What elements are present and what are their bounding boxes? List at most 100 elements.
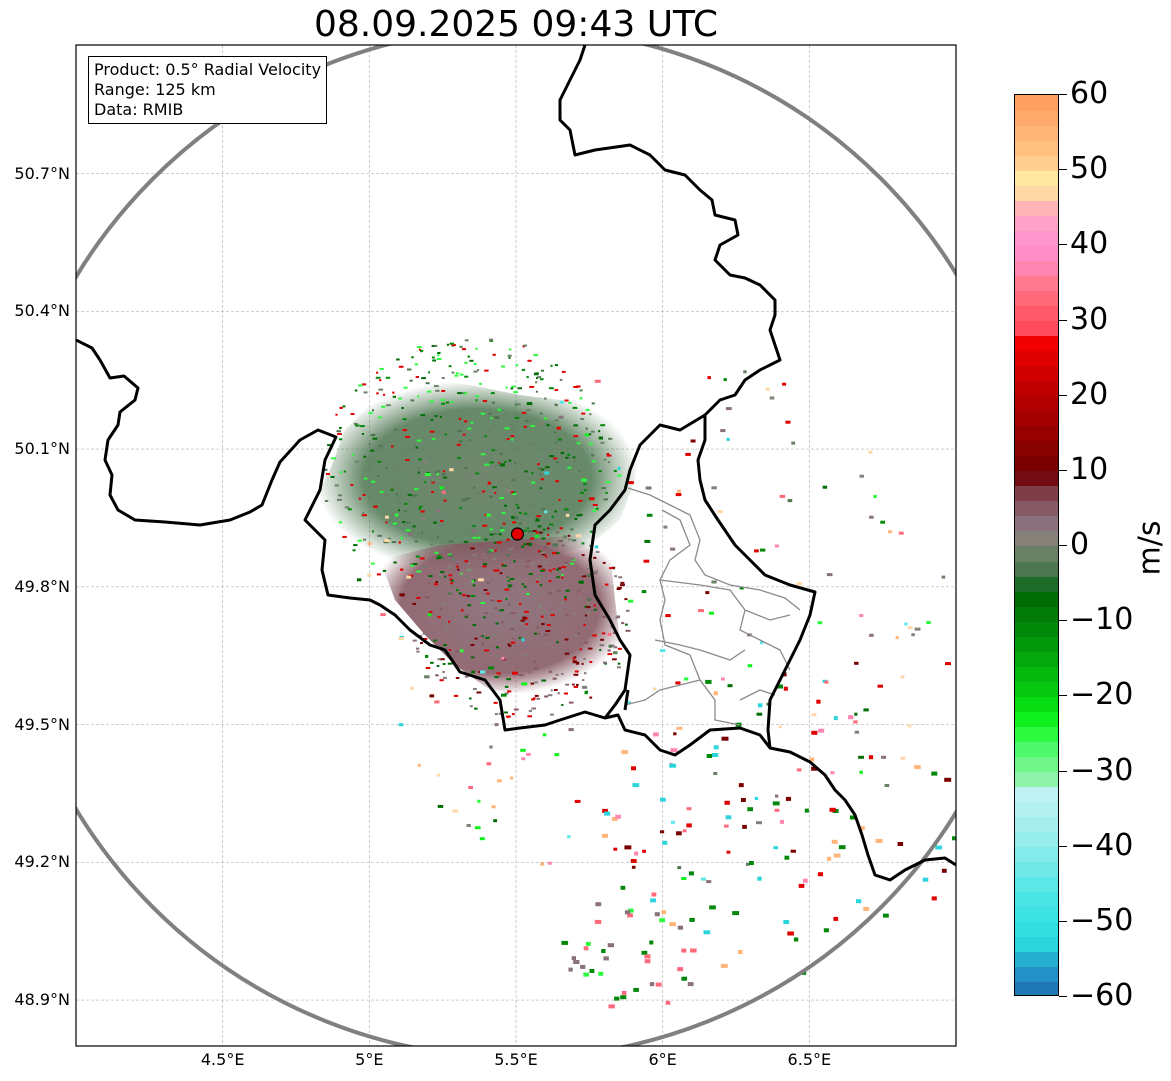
echo-speckle	[553, 431, 557, 434]
echo-speckle	[677, 866, 682, 870]
echo-speckle	[486, 428, 492, 431]
echo-speckle	[431, 356, 435, 359]
echo-speckle	[414, 540, 419, 543]
echo-speckle	[429, 400, 434, 403]
echo-speckle	[477, 536, 481, 539]
echo-speckle	[495, 646, 500, 649]
echo-speckle	[854, 661, 859, 665]
echo-speckle	[539, 531, 543, 534]
echo-speckle	[588, 442, 593, 445]
echo-speckle	[473, 688, 477, 690]
echo-speckle	[489, 528, 493, 531]
echo-speckle	[377, 460, 382, 463]
echo-speckle	[465, 614, 470, 617]
echo-speckle	[484, 538, 488, 541]
echo-speckle	[501, 409, 504, 411]
echo-speckle	[400, 536, 404, 539]
echo-speckle	[466, 575, 470, 578]
echo-speckle	[774, 544, 779, 548]
echo-speckle	[698, 609, 704, 613]
echo-speckle	[517, 387, 522, 390]
echo-speckle	[434, 470, 437, 473]
radar-site-marker[interactable]	[510, 527, 525, 541]
echo-speckle	[436, 536, 440, 539]
echo-speckle	[475, 472, 480, 475]
echo-speckle	[342, 405, 346, 408]
echo-speckle	[568, 401, 572, 404]
echo-speckle	[415, 446, 419, 449]
colorbar-segment	[1015, 440, 1058, 457]
echo-speckle	[665, 614, 671, 618]
echo-speckle	[541, 553, 546, 556]
echo-speckle	[327, 444, 333, 447]
echo-speckle	[600, 638, 605, 641]
echo-speckle	[631, 865, 636, 869]
echo-speckle	[576, 442, 581, 445]
echo-speckle	[382, 569, 387, 572]
echo-speckle	[401, 462, 406, 465]
echo-speckle	[646, 513, 653, 517]
echo-speckle	[463, 540, 469, 543]
echo-speckle	[536, 528, 539, 531]
echo-speckle	[554, 441, 557, 444]
echo-speckle	[367, 542, 372, 546]
echo-speckle	[705, 679, 712, 684]
lat-tick-label: 48.9°N	[14, 990, 70, 1010]
echo-speckle	[863, 708, 869, 712]
echo-speckle	[426, 596, 430, 599]
echo-speckle	[556, 461, 559, 464]
echo-speckle	[605, 491, 608, 494]
echo-speckle	[581, 685, 588, 689]
echo-speckle	[440, 399, 445, 401]
echo-speckle	[458, 417, 462, 420]
echo-speckle	[574, 799, 581, 803]
echo-speckle	[520, 619, 525, 622]
echo-speckle	[568, 538, 571, 541]
colorbar-segment	[1015, 95, 1058, 111]
echo-speckle	[689, 917, 695, 922]
echo-speckle	[549, 525, 552, 528]
echo-speckle	[436, 773, 440, 777]
echo-speckle	[505, 598, 508, 601]
echo-speckle	[417, 763, 421, 767]
echo-speckle	[443, 644, 447, 647]
echo-speckle	[557, 438, 562, 441]
echo-speckle	[526, 617, 529, 620]
echo-speckle	[572, 612, 576, 615]
echo-speckle	[578, 589, 581, 592]
echo-speckle	[547, 533, 550, 536]
echo-speckle	[434, 551, 439, 554]
echo-speckle	[706, 754, 713, 758]
colorbar-segment	[1015, 215, 1058, 231]
echo-speckle	[610, 625, 613, 628]
echo-speckle	[472, 584, 476, 587]
echo-speckle	[501, 621, 504, 624]
echo-speckle	[548, 670, 552, 673]
echo-speckle	[551, 503, 556, 506]
echo-speckle	[760, 641, 764, 645]
echo-speckle	[512, 492, 517, 495]
echo-speckle	[430, 418, 434, 421]
echo-speckle	[540, 478, 545, 481]
echo-speckle	[443, 499, 447, 502]
echo-speckle	[686, 807, 692, 811]
colorbar-segment	[1015, 290, 1058, 306]
echo-speckle	[337, 494, 343, 497]
echo-speckle	[539, 422, 544, 426]
echo-speckle	[627, 599, 634, 603]
echo-speckle	[705, 591, 710, 595]
echo-speckle	[416, 647, 420, 650]
echo-speckle	[671, 820, 675, 824]
echo-speckle	[497, 600, 502, 602]
echo-speckle	[545, 466, 550, 469]
echo-speckle	[588, 433, 592, 436]
echo-speckle	[520, 545, 525, 548]
echo-speckle	[494, 655, 498, 658]
echo-speckle	[653, 732, 659, 737]
echo-speckle	[527, 530, 533, 533]
colorbar-tick-mark	[1059, 169, 1067, 171]
echo-speckle	[392, 522, 398, 525]
echo-speckle	[717, 510, 723, 514]
echo-speckle	[506, 538, 510, 541]
